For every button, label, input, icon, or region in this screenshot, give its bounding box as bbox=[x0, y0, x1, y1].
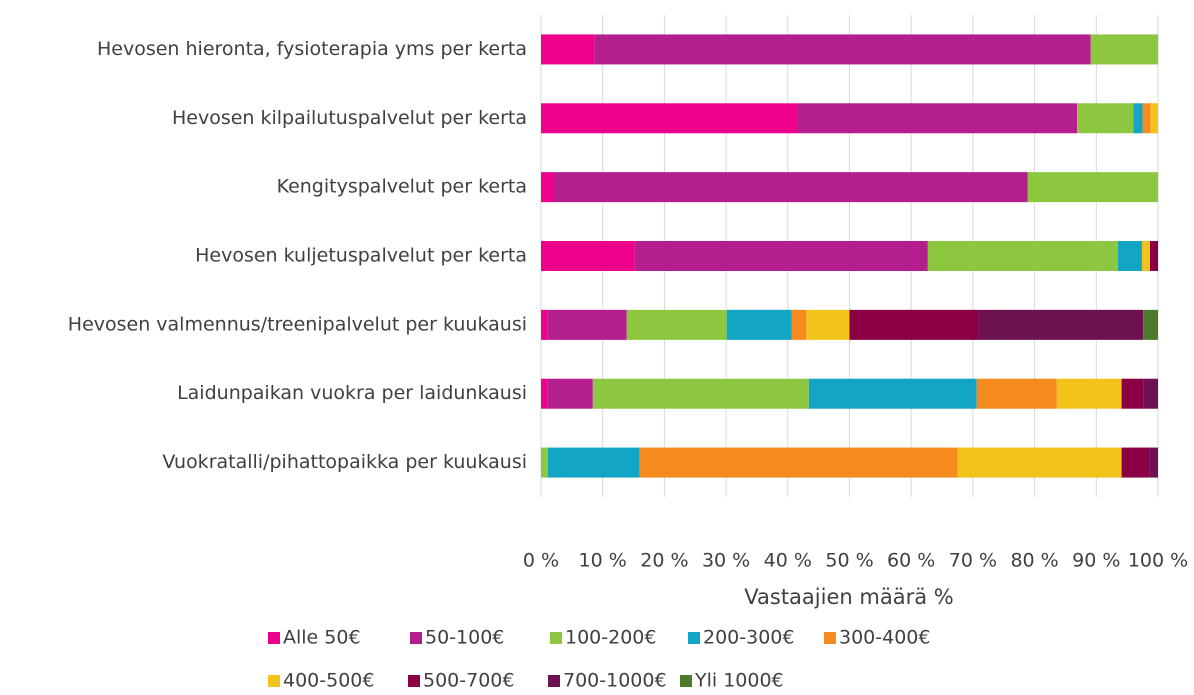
bar-segment bbox=[927, 241, 1118, 271]
bar-segment bbox=[1141, 241, 1150, 271]
bar-segment bbox=[626, 309, 727, 340]
bar-segment bbox=[1142, 103, 1151, 134]
x-tick-label: 70 % bbox=[949, 550, 997, 572]
legend-label: 500-700€ bbox=[423, 670, 514, 692]
bar-segment bbox=[1121, 447, 1150, 478]
bar-segment bbox=[978, 309, 1144, 340]
x-tick-label: 10 % bbox=[579, 550, 627, 572]
x-axis-title: Vastaajien määrä % bbox=[744, 585, 953, 609]
bar-segment bbox=[806, 309, 850, 340]
legend-label: 300-400€ bbox=[839, 627, 930, 649]
bar-segment bbox=[547, 447, 640, 478]
bar-segment bbox=[541, 378, 548, 409]
bar-segment bbox=[541, 309, 548, 340]
legend-swatch bbox=[548, 675, 560, 687]
legend-swatch bbox=[410, 632, 422, 644]
bar-segment bbox=[541, 172, 554, 203]
legend-label: Alle 50€ bbox=[283, 627, 361, 649]
y-tick-label: Hevosen valmennus/treenipalvelut per kuu… bbox=[68, 313, 527, 335]
x-tick-label: 60 % bbox=[887, 550, 935, 572]
bar-segment bbox=[791, 309, 807, 340]
legend-swatch bbox=[268, 632, 280, 644]
bar-segment bbox=[541, 447, 548, 478]
bar-segment bbox=[634, 241, 928, 271]
legend-swatch bbox=[680, 675, 692, 687]
x-tick-label: 90 % bbox=[1072, 550, 1120, 572]
bar-segment bbox=[1133, 103, 1143, 134]
bar-segment bbox=[797, 103, 1078, 134]
bar-segment bbox=[1143, 309, 1158, 340]
bar-segment bbox=[541, 241, 635, 271]
bar-segment bbox=[957, 447, 1122, 478]
y-tick-label: Vuokratalli/pihattopaikka per kuukausi bbox=[162, 451, 527, 473]
legend-label: 700-1000€ bbox=[563, 670, 667, 692]
y-tick-label: Kengityspalvelut per kerta bbox=[277, 176, 527, 198]
bar-segment bbox=[808, 378, 977, 409]
legend-label: 50-100€ bbox=[425, 627, 504, 649]
legend-swatch bbox=[550, 632, 562, 644]
bar-segment bbox=[594, 34, 1091, 65]
x-tick-label: 0 % bbox=[523, 550, 559, 572]
y-tick-label: Hevosen kuljetuspalvelut per kerta bbox=[195, 245, 527, 267]
bar-segment bbox=[553, 172, 1028, 203]
y-tick-label: Hevosen hieronta, fysioterapia yms per k… bbox=[97, 38, 527, 60]
legend-swatch bbox=[688, 632, 700, 644]
legend-swatch bbox=[824, 632, 836, 644]
x-tick-label: 50 % bbox=[825, 550, 873, 572]
bar-segment bbox=[541, 103, 798, 134]
bar-segment bbox=[547, 309, 627, 340]
legend-label: 200-300€ bbox=[703, 627, 794, 649]
bar-segment bbox=[726, 309, 792, 340]
bar-segment bbox=[1149, 447, 1158, 478]
bar-segment bbox=[639, 447, 958, 478]
bar-segment bbox=[849, 309, 979, 340]
legend-label: 100-200€ bbox=[565, 627, 656, 649]
y-tick-label: Laidunpaikan vuokra per laidunkausi bbox=[177, 382, 527, 404]
bar-segment bbox=[1090, 34, 1158, 65]
bar-segment bbox=[1121, 378, 1144, 409]
legend-swatch bbox=[408, 675, 420, 687]
x-tick-label: 80 % bbox=[1010, 550, 1058, 572]
legend-swatch bbox=[268, 675, 280, 687]
x-tick-label: 30 % bbox=[702, 550, 750, 572]
bar-segment bbox=[1027, 172, 1158, 203]
bar-segment bbox=[592, 378, 809, 409]
y-tick-label: Hevosen kilpailutuspalvelut per kerta bbox=[172, 107, 527, 129]
bar-segment bbox=[1149, 241, 1158, 271]
legend-label: 400-500€ bbox=[283, 670, 374, 692]
x-tick-label: 100 % bbox=[1128, 550, 1188, 572]
bar-segment bbox=[976, 378, 1057, 409]
bar-segment bbox=[1143, 378, 1158, 409]
bar-segment bbox=[1077, 103, 1134, 134]
legend-label: Yli 1000€ bbox=[694, 670, 784, 692]
bar-segment bbox=[541, 34, 595, 65]
x-tick-label: 40 % bbox=[764, 550, 812, 572]
bar-segment bbox=[1056, 378, 1122, 409]
x-tick-label: 20 % bbox=[640, 550, 688, 572]
bar-segment bbox=[1117, 241, 1142, 271]
bar-segment bbox=[1150, 103, 1158, 134]
bar-segment bbox=[547, 378, 593, 409]
